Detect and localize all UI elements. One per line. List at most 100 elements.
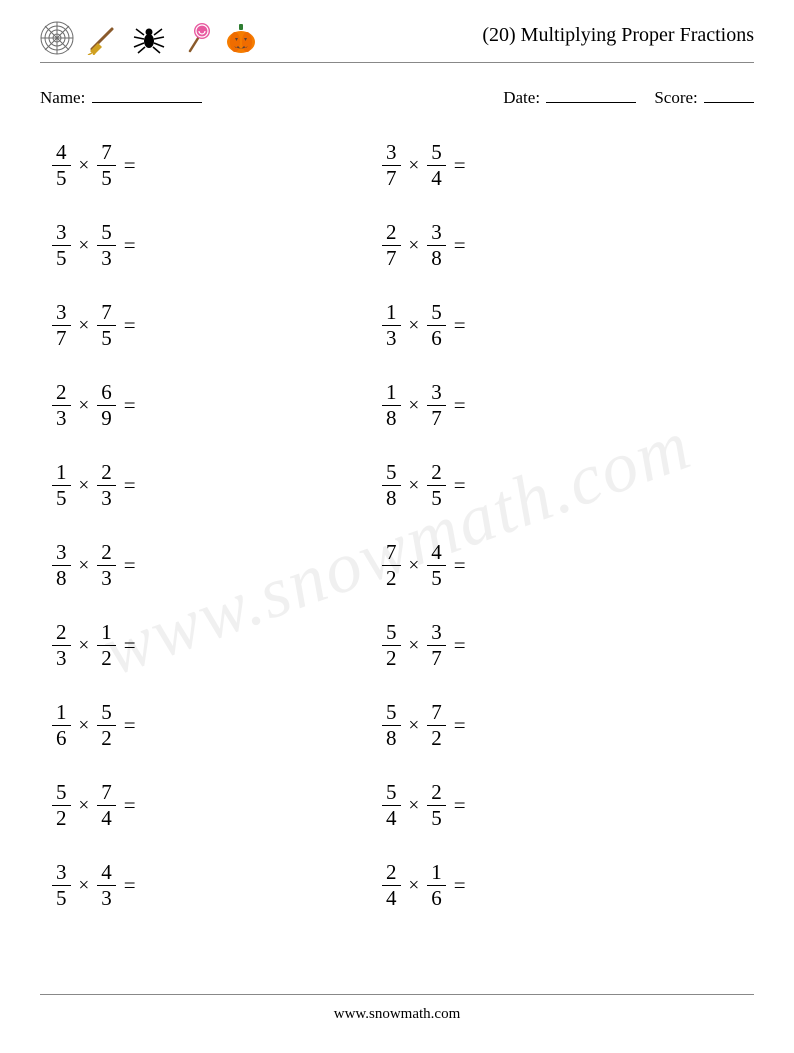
problem: 35×43= (50, 862, 136, 909)
equals-sign: = (124, 793, 136, 818)
fraction-b: 74 (97, 782, 116, 829)
score-blank[interactable] (704, 89, 754, 103)
problem: 13×56= (380, 302, 466, 349)
name-blank[interactable] (92, 89, 202, 103)
times-sign: × (79, 795, 90, 817)
times-sign: × (409, 555, 420, 577)
numerator: 2 (427, 462, 446, 485)
fraction-b: 45 (427, 542, 446, 589)
denominator: 2 (382, 646, 401, 669)
fraction-a: 37 (382, 142, 401, 189)
denominator: 4 (382, 886, 401, 909)
denominator: 9 (97, 406, 116, 429)
fraction-a: 27 (382, 222, 401, 269)
denominator: 8 (382, 406, 401, 429)
fraction-a: 52 (52, 782, 71, 829)
numerator: 6 (97, 382, 116, 405)
fraction-b: 25 (427, 782, 446, 829)
equals-sign: = (124, 153, 136, 178)
problem: 45×75= (50, 142, 136, 189)
denominator: 5 (52, 166, 71, 189)
problem: 18×37= (380, 382, 466, 429)
numerator: 7 (382, 542, 401, 565)
fraction-b: 23 (97, 462, 116, 509)
equals-sign: = (124, 313, 136, 338)
denominator: 3 (97, 886, 116, 909)
denominator: 5 (52, 486, 71, 509)
times-sign: × (79, 395, 90, 417)
numerator: 4 (97, 862, 116, 885)
pumpkin-icon (224, 21, 258, 55)
problem: 52×37= (380, 622, 466, 669)
denominator: 3 (97, 246, 116, 269)
times-sign: × (409, 235, 420, 257)
problem: 23×69= (50, 382, 136, 429)
fraction-b: 37 (427, 622, 446, 669)
numerator: 2 (97, 462, 116, 485)
fraction-a: 24 (382, 862, 401, 909)
numerator: 5 (97, 222, 116, 245)
fraction-a: 35 (52, 222, 71, 269)
fraction-a: 18 (382, 382, 401, 429)
denominator: 8 (382, 726, 401, 749)
numerator: 4 (52, 142, 71, 165)
spider-icon (132, 21, 166, 55)
fraction-a: 15 (52, 462, 71, 509)
numerator: 2 (52, 382, 71, 405)
denominator: 2 (97, 726, 116, 749)
problem: 58×25= (380, 462, 466, 509)
equals-sign: = (454, 553, 466, 578)
divider-top (40, 62, 754, 63)
denominator: 5 (427, 806, 446, 829)
fraction-b: 43 (97, 862, 116, 909)
denominator: 7 (427, 646, 446, 669)
fraction-a: 35 (52, 862, 71, 909)
fraction-a: 54 (382, 782, 401, 829)
denominator: 3 (382, 326, 401, 349)
divider-bottom (40, 994, 754, 995)
info-row: Name: Date: Score: (40, 88, 754, 108)
date-label: Date: (503, 88, 540, 107)
denominator: 4 (97, 806, 116, 829)
equals-sign: = (124, 713, 136, 738)
name-label: Name: (40, 88, 85, 107)
score-field: Score: (654, 88, 754, 108)
times-sign: × (79, 155, 90, 177)
times-sign: × (409, 155, 420, 177)
problem: 23×12= (50, 622, 136, 669)
numerator: 2 (382, 222, 401, 245)
times-sign: × (409, 635, 420, 657)
problem: 37×75= (50, 302, 136, 349)
equals-sign: = (124, 393, 136, 418)
problem: 54 × 25 = (380, 782, 466, 829)
fraction-b: 37 (427, 382, 446, 429)
numerator: 3 (52, 862, 71, 885)
fraction-b: 16 (427, 862, 446, 909)
problem: 27×38= (380, 222, 466, 269)
fraction-a: 58 (382, 702, 401, 749)
denominator: 3 (97, 486, 116, 509)
denominator: 7 (382, 166, 401, 189)
denominator: 7 (427, 406, 446, 429)
fraction-b: 25 (427, 462, 446, 509)
numerator: 3 (427, 382, 446, 405)
problem: 35×53= (50, 222, 136, 269)
numerator: 5 (52, 782, 71, 805)
numerator: 1 (382, 302, 401, 325)
fraction-b: 53 (97, 222, 116, 269)
fraction-a: 45 (52, 142, 71, 189)
numerator: 5 (382, 462, 401, 485)
denominator: 5 (427, 566, 446, 589)
numerator: 5 (427, 302, 446, 325)
times-sign: × (79, 715, 90, 737)
worksheet-title: (20) Multiplying Proper Fractions (482, 24, 754, 47)
equals-sign: = (454, 793, 466, 818)
fraction-a: 52 (382, 622, 401, 669)
problem: 52 × 74 = (50, 782, 136, 829)
numerator: 2 (52, 622, 71, 645)
times-sign: × (409, 795, 420, 817)
date-blank[interactable] (546, 89, 636, 103)
numerator: 3 (52, 302, 71, 325)
numerator: 1 (52, 702, 71, 725)
numerator: 7 (97, 782, 116, 805)
